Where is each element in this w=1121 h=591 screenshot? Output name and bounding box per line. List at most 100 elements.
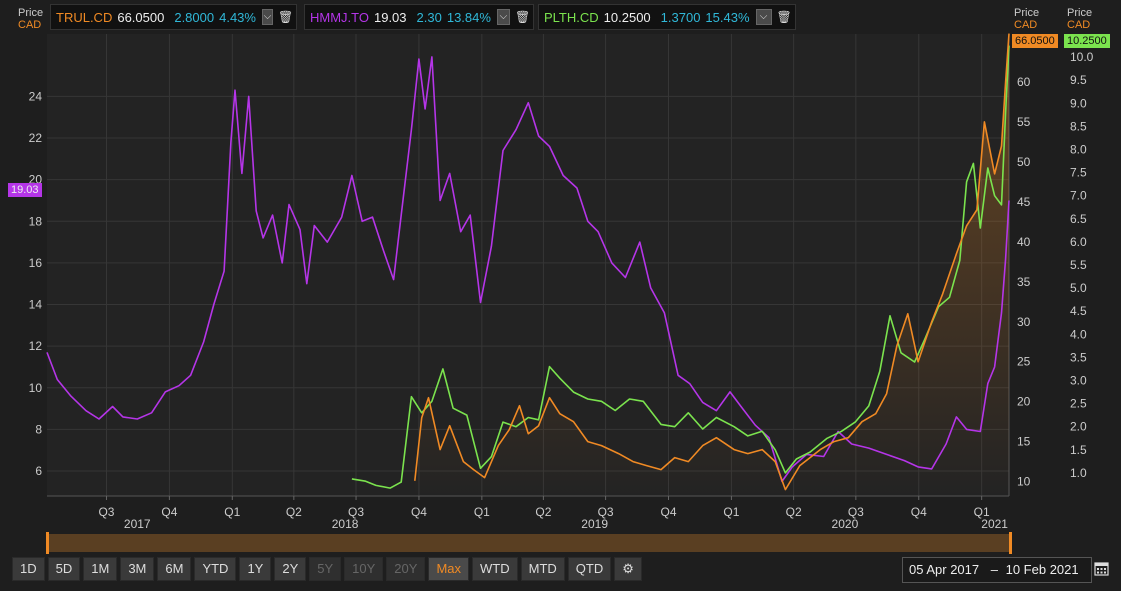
left-tick-label: 10 — [29, 381, 43, 395]
gear-icon[interactable]: ⚙ — [614, 557, 642, 581]
right1-tick-label: 30 — [1017, 315, 1031, 329]
trash-icon[interactable]: 🗑 — [776, 10, 792, 24]
right1-axis-header-unit: CAD — [1014, 19, 1038, 31]
left-tick-label: 18 — [29, 214, 43, 228]
x-tick-label: Q4 — [911, 505, 927, 519]
right1-tick-label: 20 — [1017, 395, 1031, 409]
calendar-icon[interactable] — [1094, 561, 1109, 576]
legend-trul-symbol: TRUL.CD — [56, 9, 113, 25]
legend-plth-symbol: PLTH.CD — [544, 9, 599, 25]
hmmj-line — [46, 56, 1010, 483]
legend-hmmj-change: 2.30 — [416, 9, 442, 25]
period-button-mtd[interactable]: MTD — [520, 557, 565, 581]
right2-tick-label: 9.5 — [1070, 73, 1087, 87]
date-range-field[interactable]: 05 Apr 2017 – 10 Feb 2021 — [902, 557, 1092, 583]
date-separator: – — [990, 562, 998, 577]
right1-tick-label: 50 — [1017, 155, 1031, 169]
legend-trul[interactable]: TRUL.CD 66.0500 2.8000 4.43% ⌵ 🗑 — [50, 4, 297, 30]
legend-hmmj-symbol: HMMJ.TO — [310, 9, 369, 25]
x-tick-label: Q2 — [286, 505, 302, 519]
x-year-label: 2021 — [981, 517, 1008, 531]
period-button-1y[interactable]: 1Y — [239, 557, 272, 581]
x-year-label: 2019 — [581, 517, 608, 531]
x-year-label: 2017 — [124, 517, 151, 531]
right1-tick-label: 60 — [1017, 75, 1031, 89]
right2-tick-label: 3.5 — [1070, 350, 1087, 364]
right2-tick-label: 1.5 — [1070, 443, 1087, 457]
right2-axis-header-label: Price — [1067, 7, 1093, 19]
hmmj-last-tag: 19.03 — [8, 183, 42, 197]
right2-axis-header: Price CAD — [1067, 7, 1092, 31]
left-tick-label: 22 — [29, 131, 43, 145]
chevron-down-icon[interactable]: ⌵ — [261, 9, 273, 25]
range-navigator[interactable] — [46, 532, 1012, 554]
left-axis-header-label: Price — [18, 7, 44, 19]
right1-tick-label: 10 — [1017, 475, 1031, 489]
trash-icon[interactable]: 🗑 — [278, 10, 294, 24]
navigator-right-handle[interactable] — [1009, 532, 1012, 554]
trul-last-tag: 66.0500 — [1012, 34, 1058, 48]
right2-tick-label: 2.5 — [1070, 397, 1087, 411]
x-tick-label: Q2 — [535, 505, 551, 519]
trul-area — [414, 33, 1009, 496]
right2-tick-label: 8.0 — [1070, 143, 1087, 157]
legend-trul-change: 2.8000 — [174, 9, 215, 25]
legend-plth[interactable]: PLTH.CD 10.2500 1.3700 15.43% ⌵ 🗑 — [538, 4, 796, 30]
period-button-wtd[interactable]: WTD — [472, 557, 518, 581]
left-tick-label: 6 — [35, 464, 42, 478]
period-button-6m[interactable]: 6M — [157, 557, 192, 581]
plth-last-tag: 10.2500 — [1064, 34, 1110, 48]
right2-tick-label: 5.5 — [1070, 258, 1087, 272]
trul-line — [414, 33, 1010, 491]
period-button-5y[interactable]: 5Y — [309, 557, 342, 581]
right1-tick-label: 55 — [1017, 115, 1031, 129]
legend-trul-price: 66.0500 — [117, 9, 165, 25]
right2-tick-label: 8.5 — [1070, 119, 1087, 133]
left-tick-label: 24 — [29, 89, 43, 103]
right1-axis-header-label: Price — [1014, 7, 1040, 19]
right1-tick-label: 45 — [1017, 195, 1031, 209]
right2-tick-label: 10.0 — [1070, 50, 1094, 64]
period-button-1m[interactable]: 1M — [83, 557, 118, 581]
right2-tick-label: 7.5 — [1070, 166, 1087, 180]
date-from: 05 Apr 2017 — [909, 562, 980, 577]
legend-trul-pct: 4.43% — [219, 9, 256, 25]
x-tick-label: Q4 — [411, 505, 427, 519]
x-year-label: 2020 — [832, 517, 859, 531]
chevron-down-icon[interactable]: ⌵ — [755, 9, 772, 25]
right1-axis-header: Price CAD — [1014, 7, 1039, 31]
right2-tick-label: 7.0 — [1070, 189, 1087, 203]
legend-hmmj[interactable]: HMMJ.TO 19.03 2.30 13.84% ⌵ 🗑 — [304, 4, 534, 30]
period-button-ytd[interactable]: YTD — [194, 557, 237, 581]
period-button-10y[interactable]: 10Y — [344, 557, 384, 581]
period-button-20y[interactable]: 20Y — [386, 557, 426, 581]
chevron-down-icon[interactable]: ⌵ — [496, 9, 510, 25]
trash-icon[interactable]: 🗑 — [515, 10, 531, 24]
plth-line — [351, 45, 1010, 489]
left-tick-label: 8 — [35, 422, 42, 436]
period-button-1d[interactable]: 1D — [12, 557, 45, 581]
right2-tick-label: 9.0 — [1070, 96, 1087, 110]
period-button-5d[interactable]: 5D — [47, 557, 81, 581]
x-tick-label: Q3 — [598, 505, 614, 519]
right2-axis-header-unit: CAD — [1067, 19, 1091, 31]
right2-tick-label: 4.5 — [1070, 304, 1087, 318]
legend-plth-pct: 15.43% — [705, 9, 750, 25]
legend-plth-change: 1.3700 — [660, 9, 701, 25]
period-button-2y[interactable]: 2Y — [274, 557, 307, 581]
period-button-3m[interactable]: 3M — [120, 557, 155, 581]
left-axis-header: Price CAD — [18, 7, 43, 31]
x-tick-label: Q3 — [98, 505, 114, 519]
right2-tick-label: 1.0 — [1070, 466, 1087, 480]
period-button-qtd[interactable]: QTD — [567, 557, 612, 581]
navigator-left-handle[interactable] — [46, 532, 49, 554]
right1-tick-label: 35 — [1017, 275, 1031, 289]
x-tick-label: Q1 — [474, 505, 490, 519]
x-tick-label: Q3 — [848, 505, 864, 519]
date-to: 10 Feb 2021 — [1005, 562, 1079, 577]
left-axis-header-unit: CAD — [18, 19, 42, 31]
left-tick-label: 14 — [29, 298, 43, 312]
left-tick-label: 16 — [29, 256, 43, 270]
period-button-max[interactable]: Max — [428, 557, 469, 581]
